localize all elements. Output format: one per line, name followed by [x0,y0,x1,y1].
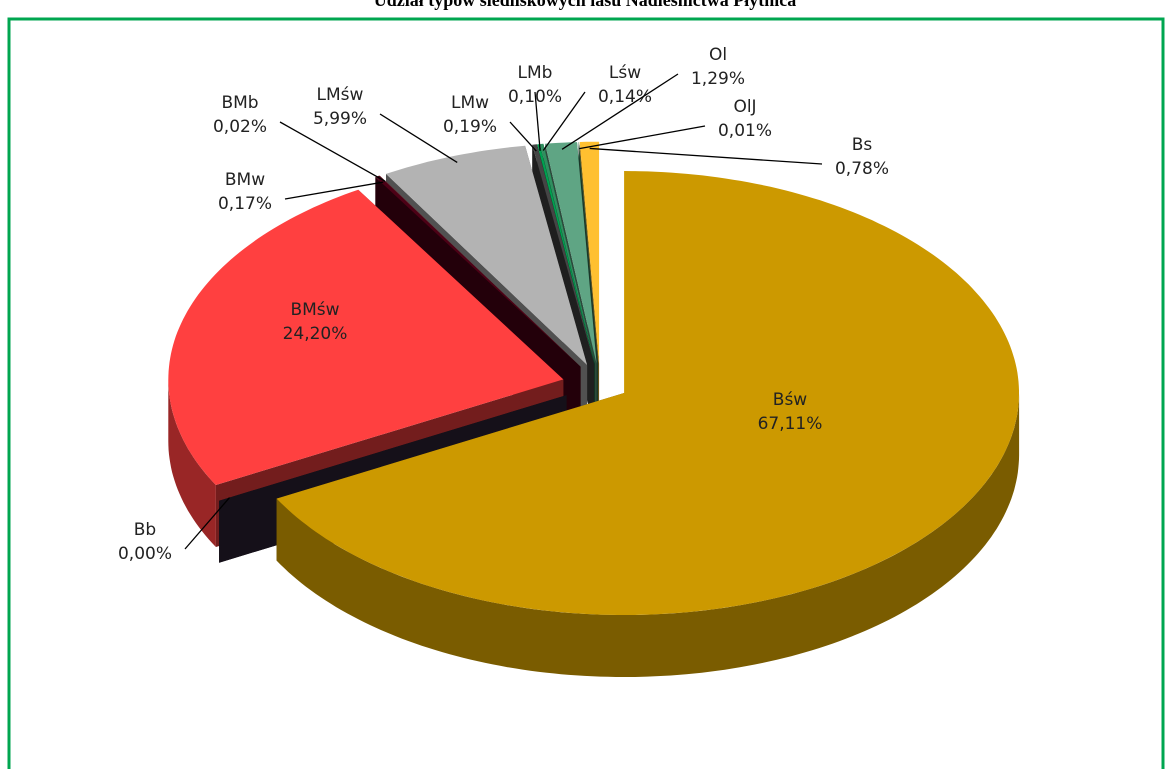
value-label: 0,19% [443,117,497,137]
slice-side [276,393,1020,677]
pie-slice [537,144,595,364]
pie-slice [375,175,581,367]
value-label: 0,00% [118,544,172,564]
leader-line [579,125,706,150]
value-label: 0,10% [508,87,562,107]
category-label: OlJ [733,97,756,117]
pie-slice [219,395,567,501]
category-label: LMb [518,63,553,83]
category-label: BMśw [290,300,339,320]
category-label: Ol [709,45,727,65]
leader-line [509,121,537,152]
category-label: LMw [451,93,489,113]
leader-line [284,181,384,200]
pie-slice [168,189,564,485]
labels: Bśw 67,11% Bb 0,00% BMśw 24,20% BMw 0,17% BMb 0,0… [118,45,889,564]
value-label: 5,99% [313,109,367,129]
category-label: LMśw [317,85,364,105]
value-label: 0,01% [718,121,772,141]
pie-slice [545,142,597,364]
category-label: Lśw [609,63,641,83]
pie-slice [379,175,581,367]
pie-slice [532,144,595,364]
pie-slice [540,143,595,364]
value-label: 0,78% [835,159,889,179]
leader-line [589,147,823,165]
category-label: BMw [225,170,265,190]
pie-slice [579,141,600,364]
slice-side [168,379,216,547]
category-label: Bb [134,520,156,540]
value-label: 0,14% [598,87,652,107]
pie-slice [386,145,588,365]
value-label: 67,11% [758,414,823,434]
leader-line [534,91,541,151]
slice-tops [168,141,1020,615]
leader-line [561,73,679,150]
pie-slice [276,171,1020,615]
value-label: 0,02% [213,117,267,137]
chart-title: Udział typów siedliskowych lasu Nadleśni… [374,0,797,10]
leader-line [279,121,386,182]
pie-slice [578,142,599,364]
category-label: BMb [221,93,258,113]
category-label: Bśw [773,390,808,410]
leader-line [542,91,586,151]
value-label: 0,17% [218,194,272,214]
value-label: 1,29% [691,69,745,89]
leader-line [379,113,458,163]
leader-line [184,497,231,550]
category-label: Bs [852,135,873,155]
value-label: 24,20% [283,324,348,344]
